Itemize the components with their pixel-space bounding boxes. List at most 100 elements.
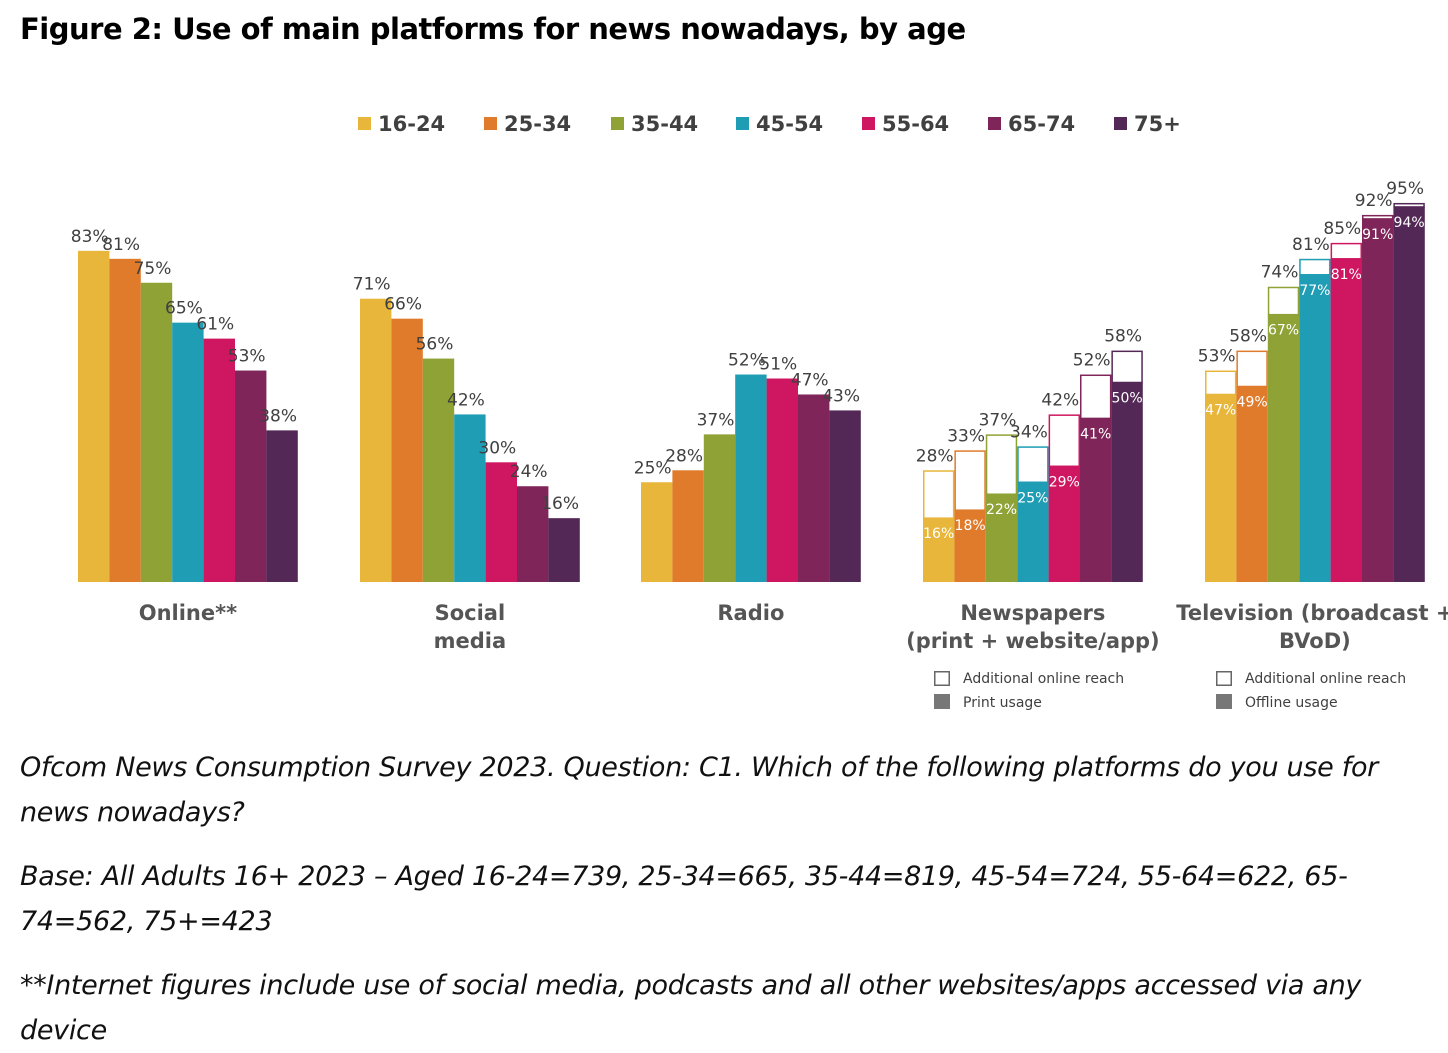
bar (641, 482, 673, 582)
bar-additional-online (1111, 350, 1143, 384)
bar-additional-online (1017, 446, 1049, 483)
bar-base (1299, 274, 1331, 582)
bar-value-label: 51% (759, 355, 797, 375)
bar (517, 486, 549, 582)
bar-value-label: 65% (165, 299, 203, 319)
bar-value-label: 92% (1355, 191, 1393, 211)
bar-value-label: 71% (353, 275, 391, 295)
bar-additional-online (1393, 202, 1425, 208)
legend-swatch-25-34 (484, 117, 497, 130)
bar-value-label: 52% (728, 351, 766, 371)
bar-value-label: 42% (1041, 390, 1079, 410)
bar-additional-online (1267, 286, 1300, 316)
bar (735, 374, 767, 582)
bar-additional-online (1362, 214, 1394, 220)
bar-inner-label: 25% (1017, 490, 1048, 506)
bar-additional-online (1048, 414, 1080, 468)
bar (140, 282, 173, 582)
bar (548, 518, 580, 582)
legend-label-25-34: 25-34 (504, 112, 571, 136)
bar-base (1236, 386, 1268, 582)
bar (203, 338, 235, 582)
sublegend-swatch-filled (934, 694, 950, 709)
legend-swatch-16-24 (358, 117, 371, 130)
bar-inner-label: 94% (1394, 215, 1425, 231)
bar-value-label: 42% (447, 390, 485, 410)
bar-base (1080, 418, 1112, 582)
bar (798, 394, 830, 582)
bar-chart: 16-24 25-34 35-44 45-54 55-64 65-74 75+83%81%7… (71, 112, 1448, 711)
bar-value-label: 38% (259, 406, 297, 426)
category-label: (print + website/app) (906, 629, 1160, 653)
bar-base (1330, 258, 1362, 582)
bar (422, 358, 455, 582)
sublegend-swatch-filled (1216, 694, 1232, 709)
sublegend-label: Additional online reach (963, 671, 1124, 687)
bar (454, 414, 486, 582)
bar-base (985, 494, 1018, 582)
bar-value-label: 47% (791, 370, 829, 390)
bar-value-label: 37% (979, 410, 1017, 430)
bar-base (954, 510, 986, 582)
bar-value-label: 81% (102, 235, 140, 255)
category-label: Television (broadcast + (1176, 601, 1448, 625)
bar (485, 462, 517, 582)
category-label: Newspapers (960, 601, 1105, 625)
bar-additional-online (1205, 370, 1237, 396)
bar-value-label: 74% (1261, 263, 1299, 283)
bar-additional-online (1299, 258, 1331, 276)
bar-value-label: 53% (228, 347, 266, 367)
bar-value-label: 28% (665, 446, 703, 466)
category-label: Radio (717, 601, 784, 625)
bar-additional-online (954, 450, 986, 511)
bar-value-label: 25% (634, 458, 672, 478)
bar-value-label: 95% (1386, 179, 1424, 199)
bar (266, 430, 298, 582)
bar-value-label: 75% (134, 259, 172, 279)
bar-inner-label: 49% (1237, 394, 1268, 410)
bar (672, 470, 704, 582)
bar-base (1111, 382, 1143, 582)
bar-additional-online (923, 470, 955, 519)
bar-base (1048, 466, 1080, 582)
bar-base (1205, 394, 1237, 582)
bar-base (1362, 218, 1394, 582)
source-note: Ofcom News Consumption Survey 2023. Ques… (20, 752, 1378, 828)
bar-value-label: 33% (947, 426, 985, 446)
legend-label-55-64: 55-64 (882, 112, 949, 136)
bar-base (1393, 206, 1425, 582)
sublegend-swatch-outline (1216, 671, 1232, 686)
bar-inner-label: 47% (1205, 402, 1236, 418)
legend-label-35-44: 35-44 (631, 112, 698, 136)
sublegend-swatch-outline (934, 671, 950, 686)
bar-value-label: 61% (196, 315, 234, 335)
bar-value-label: 37% (697, 410, 735, 430)
sublegend-label: Additional online reach (1245, 671, 1406, 687)
bar-value-label: 81% (1292, 235, 1330, 255)
category-label: BVoD) (1279, 629, 1351, 653)
legend-label-75+: 75+ (1134, 112, 1181, 136)
bar-value-label: 24% (510, 462, 548, 482)
footnote: **Internet figures include use of social… (20, 970, 1362, 1046)
bar (78, 250, 110, 582)
base-note: Base: All Adults 16+ 2023 – Aged 16-24=7… (20, 861, 1348, 937)
bar-inner-label: 67% (1268, 323, 1299, 339)
legend-swatch-65-74 (988, 117, 1001, 130)
sublegend-label: Offline usage (1245, 695, 1338, 711)
bar-value-label: 28% (916, 446, 954, 466)
bar-value-label: 43% (822, 386, 860, 406)
bar-base (923, 518, 955, 582)
bar-inner-label: 77% (1299, 283, 1330, 299)
bar (235, 370, 267, 582)
bar-value-label: 85% (1323, 219, 1361, 239)
legend-swatch-75+ (1114, 117, 1127, 130)
bar (829, 410, 861, 582)
bar (766, 378, 798, 582)
bar (109, 258, 141, 582)
bar (703, 434, 736, 582)
bar-inner-label: 18% (955, 518, 986, 534)
bar-value-label: 83% (71, 227, 109, 247)
bar-value-label: 56% (416, 335, 454, 355)
bar-base (1267, 314, 1300, 582)
legend-label-65-74: 65-74 (1008, 112, 1075, 136)
